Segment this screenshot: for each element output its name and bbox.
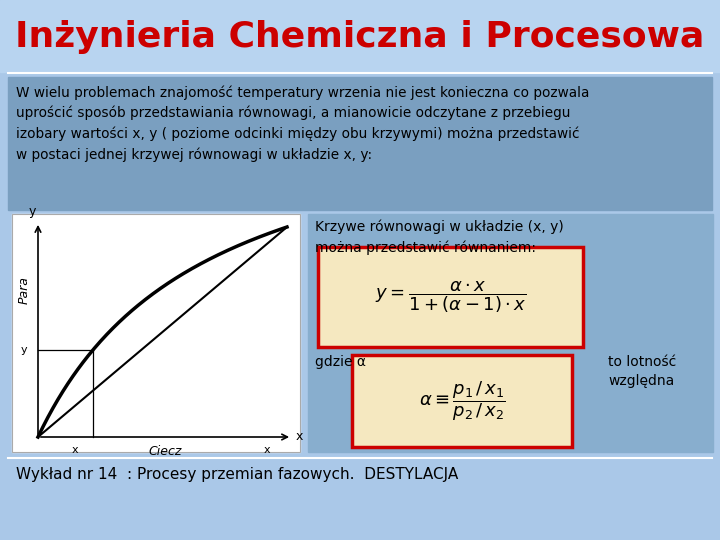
Text: Krzywe równowagi w układzie (x, y)
można przedstawić równaniem:: Krzywe równowagi w układzie (x, y) można… bbox=[315, 220, 564, 255]
Text: x: x bbox=[296, 430, 303, 443]
Text: $y = \dfrac{\alpha \cdot x}{1+(\alpha-1)\cdot x}$: $y = \dfrac{\alpha \cdot x}{1+(\alpha-1)… bbox=[374, 279, 526, 315]
Bar bbox=[12, 214, 300, 452]
Text: gdzie α: gdzie α bbox=[315, 355, 366, 369]
Bar bbox=[8, 77, 712, 210]
Text: $\alpha \equiv \dfrac{p_1\,/\,x_1}{p_2\,/\,x_2}$: $\alpha \equiv \dfrac{p_1\,/\,x_1}{p_2\,… bbox=[418, 379, 505, 423]
Bar bbox=[352, 355, 572, 447]
Text: x: x bbox=[264, 445, 270, 455]
Text: to lotność
względna: to lotność względna bbox=[608, 355, 676, 388]
Bar bbox=[318, 247, 583, 347]
Text: Inżynieria Chemiczna i Procesowa: Inżynieria Chemiczna i Procesowa bbox=[15, 20, 705, 54]
Text: Wykład nr 14  : Procesy przemian fazowych.  DESTYLACJA: Wykład nr 14 : Procesy przemian fazowych… bbox=[16, 468, 458, 483]
Text: y: y bbox=[21, 345, 27, 355]
Text: W wielu problemach znajomość temperatury wrzenia nie jest konieczna co pozwala
u: W wielu problemach znajomość temperatury… bbox=[16, 85, 590, 162]
Text: Ciecz: Ciecz bbox=[148, 445, 181, 458]
Bar bbox=[352, 355, 572, 447]
Text: x: x bbox=[72, 445, 78, 455]
Bar bbox=[12, 214, 300, 452]
Text: y: y bbox=[28, 205, 36, 218]
Bar bbox=[318, 247, 583, 347]
Bar bbox=[0, 0, 720, 72]
Bar bbox=[308, 214, 713, 452]
Text: Para: Para bbox=[17, 276, 30, 304]
